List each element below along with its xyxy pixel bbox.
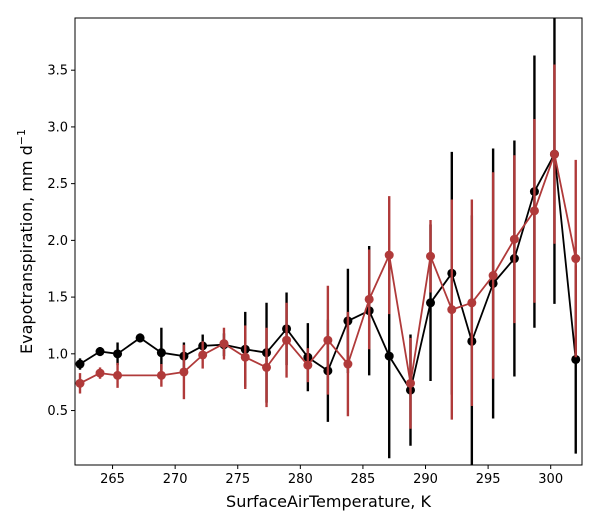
x-tick-label: 285 [351, 472, 376, 487]
data-point [571, 254, 581, 264]
data-point [95, 368, 105, 378]
x-tick-label: 280 [288, 472, 313, 487]
data-point [571, 354, 581, 364]
y-tick-label: 1.5 [47, 291, 68, 306]
data-point [405, 378, 415, 388]
y-tick-label: 3.0 [47, 120, 68, 135]
data-point [384, 250, 394, 260]
x-axis-label: SurfaceAirTemperature, K [226, 492, 431, 511]
data-point [529, 206, 539, 216]
x-tick-label: 295 [476, 472, 501, 487]
data-point [75, 359, 85, 369]
x-tick-label: 290 [413, 472, 438, 487]
x-tick-label: 275 [225, 472, 250, 487]
data-point [426, 298, 436, 308]
data-point [113, 349, 123, 359]
x-tick-label: 265 [100, 472, 125, 487]
data-point [343, 359, 353, 369]
data-point [135, 333, 145, 343]
data-point [156, 370, 166, 380]
y-tick-label: 0.5 [47, 404, 68, 419]
y-tick-label: 1.0 [47, 347, 68, 362]
y-axis-label: Evapotranspiration, mm d−1 [15, 129, 36, 354]
data-point [95, 347, 105, 357]
data-point [113, 370, 123, 380]
series-2 [75, 64, 581, 429]
data-point [240, 352, 250, 362]
data-point [488, 271, 498, 281]
data-point [262, 362, 272, 372]
plot-area [75, 18, 581, 465]
data-point [75, 378, 85, 388]
axis-ticks: 265 270 275 280 285 290 295 300 0.5 1.0 1.5 2.0 2.5 3… [47, 64, 563, 487]
y-axis-label-main: Evapotranspiration, mm d [17, 145, 36, 354]
y-tick-label: 3.5 [47, 64, 68, 79]
data-point [156, 348, 166, 358]
y-tick-label: 2.5 [47, 177, 68, 192]
data-point [179, 367, 189, 377]
data-point [447, 305, 457, 315]
data-point [303, 360, 313, 370]
data-point [219, 339, 229, 349]
data-point [282, 335, 292, 345]
data-point [467, 298, 477, 308]
data-point [384, 351, 394, 361]
x-tick-label: 300 [538, 472, 563, 487]
data-point [509, 234, 519, 244]
y-axis-label-exponent: −1 [15, 129, 28, 145]
x-tick-label: 270 [163, 472, 188, 487]
y-tick-label: 2.0 [47, 234, 68, 249]
data-point [549, 149, 559, 159]
data-point [426, 251, 436, 261]
data-point [323, 335, 333, 345]
data-point [198, 350, 208, 360]
data-point [364, 294, 374, 304]
axes-frame [74, 17, 583, 466]
